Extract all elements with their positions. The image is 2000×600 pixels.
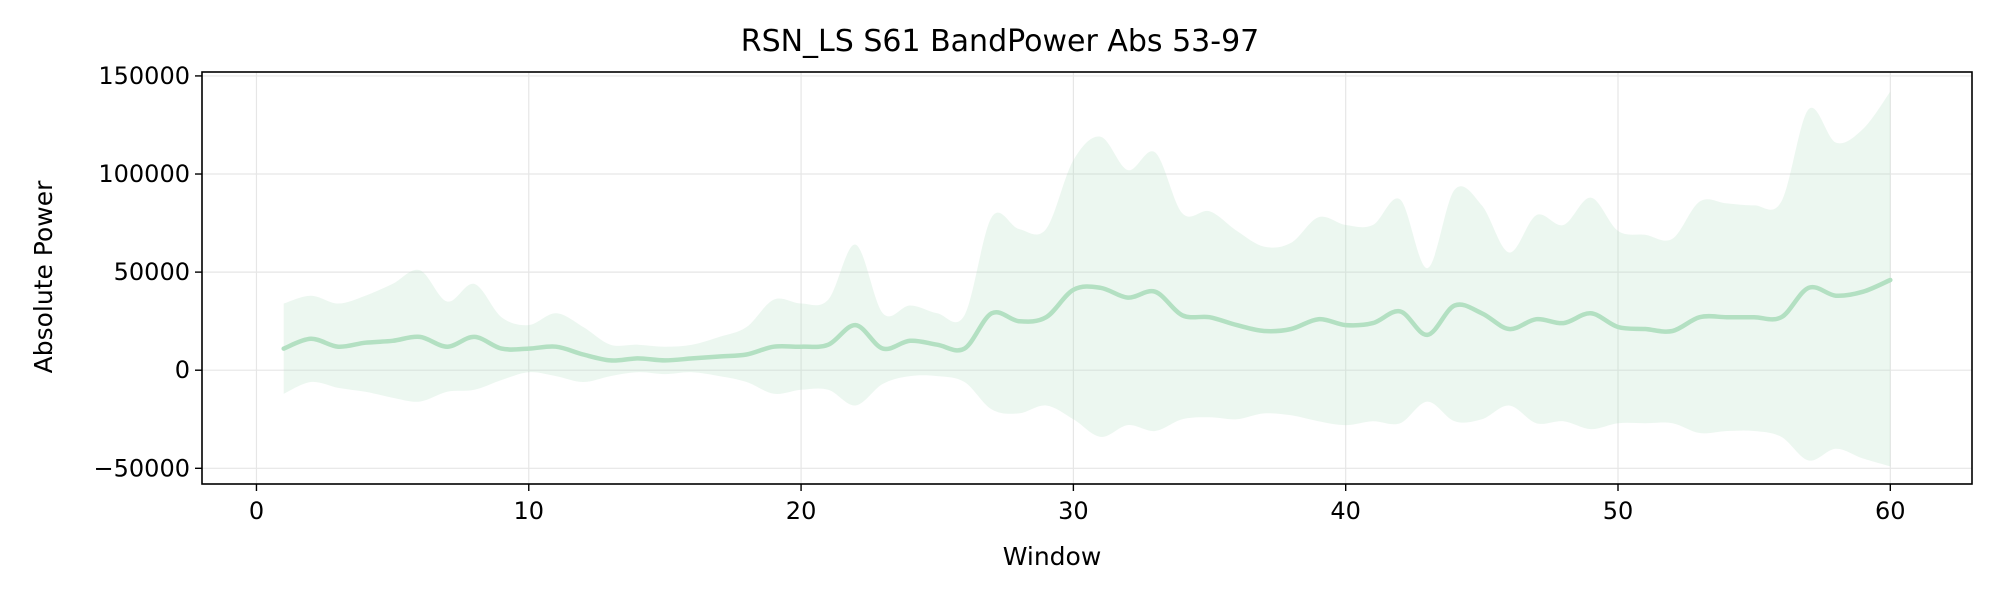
y-tick-label: −50000 xyxy=(94,454,190,482)
x-tick-label: 60 xyxy=(1875,497,1906,525)
confidence-band xyxy=(283,91,1891,467)
plot-frame xyxy=(201,71,1973,485)
confidence-band-area xyxy=(283,91,1891,467)
y-tick-label: 0 xyxy=(175,356,190,384)
x-tick-label: 20 xyxy=(786,497,817,525)
x-tick-label: 30 xyxy=(1058,497,1089,525)
x-axis-ticks: 0 10 20 30 40 50 60 xyxy=(249,484,1906,525)
x-tick-label: 40 xyxy=(1330,497,1361,525)
grid xyxy=(202,72,1972,484)
mean-line xyxy=(281,277,1893,363)
x-tick-label: 50 xyxy=(1603,497,1634,525)
y-axis-ticks: −50000 0 50000 100000 150000 xyxy=(94,62,202,482)
x-axis-label: Window xyxy=(1003,542,1102,571)
y-tick-label: 100000 xyxy=(98,160,190,188)
chart-title: RSN_LS S61 BandPower Abs 53-97 xyxy=(741,24,1260,59)
mean-series-line xyxy=(281,277,1893,363)
y-axis-label: Absolute Power xyxy=(29,180,58,374)
y-tick-label: 50000 xyxy=(114,258,190,286)
y-tick-label: 150000 xyxy=(98,62,190,90)
x-tick-label: 0 xyxy=(249,497,264,525)
x-tick-label: 10 xyxy=(513,497,544,525)
